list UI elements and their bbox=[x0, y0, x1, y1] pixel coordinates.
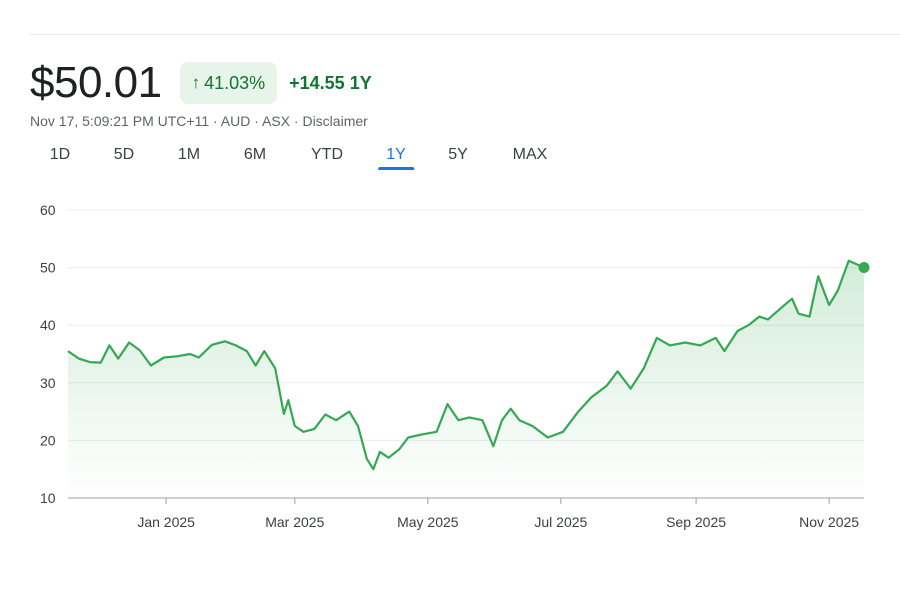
tab-1m[interactable]: 1M bbox=[177, 146, 201, 163]
x-tick-label: Mar 2025 bbox=[265, 514, 324, 530]
change-period: 1Y bbox=[349, 72, 372, 93]
percent-change-value: 41.03% bbox=[204, 72, 266, 93]
price-area bbox=[68, 260, 864, 498]
current-price-marker[interactable] bbox=[858, 262, 870, 274]
y-tick-label: 10 bbox=[40, 490, 56, 506]
current-price: $50.01 bbox=[30, 58, 162, 107]
price-line bbox=[67, 259, 865, 471]
price-chart: 10 20 30 40 50 60 Jan 2025 Mar 2025 May 2025 Jul … bbox=[40, 202, 870, 530]
tab-5y[interactable]: 5Y bbox=[448, 146, 468, 163]
x-tick-label: Sep 2025 bbox=[666, 514, 726, 530]
tab-6m[interactable]: 6M bbox=[243, 146, 267, 163]
tab-max[interactable]: MAX bbox=[512, 146, 548, 163]
tab-5d[interactable]: 5D bbox=[113, 146, 135, 163]
absolute-change: +14.55 1Y bbox=[289, 73, 372, 94]
x-tick-label: Nov 2025 bbox=[799, 514, 859, 530]
y-tick-label: 20 bbox=[40, 432, 56, 448]
tab-1y[interactable]: 1Y bbox=[378, 146, 414, 170]
x-tick-label: Jan 2025 bbox=[137, 514, 195, 530]
y-tick-label: 50 bbox=[40, 260, 56, 276]
quote-header: $50.01 ↑ 41.03% +14.55 1Y bbox=[30, 56, 372, 110]
absolute-change-value: +14.55 bbox=[289, 72, 345, 93]
x-tick-label: Jul 2025 bbox=[534, 514, 587, 530]
quote-meta: Nov 17, 5:09:21 PM UTC+11 · AUD · ASX · … bbox=[30, 113, 368, 129]
arrow-up-icon: ↑ bbox=[191, 73, 201, 92]
y-tick-label: 40 bbox=[40, 317, 56, 333]
y-tick-label: 30 bbox=[40, 375, 56, 391]
percent-change-badge: ↑ 41.03% bbox=[179, 62, 278, 104]
tab-ytd[interactable]: YTD bbox=[311, 146, 343, 163]
y-tick-label: 60 bbox=[40, 202, 56, 218]
tab-1d[interactable]: 1D bbox=[49, 146, 71, 163]
top-divider bbox=[30, 34, 900, 35]
x-tick-label: May 2025 bbox=[397, 514, 459, 530]
